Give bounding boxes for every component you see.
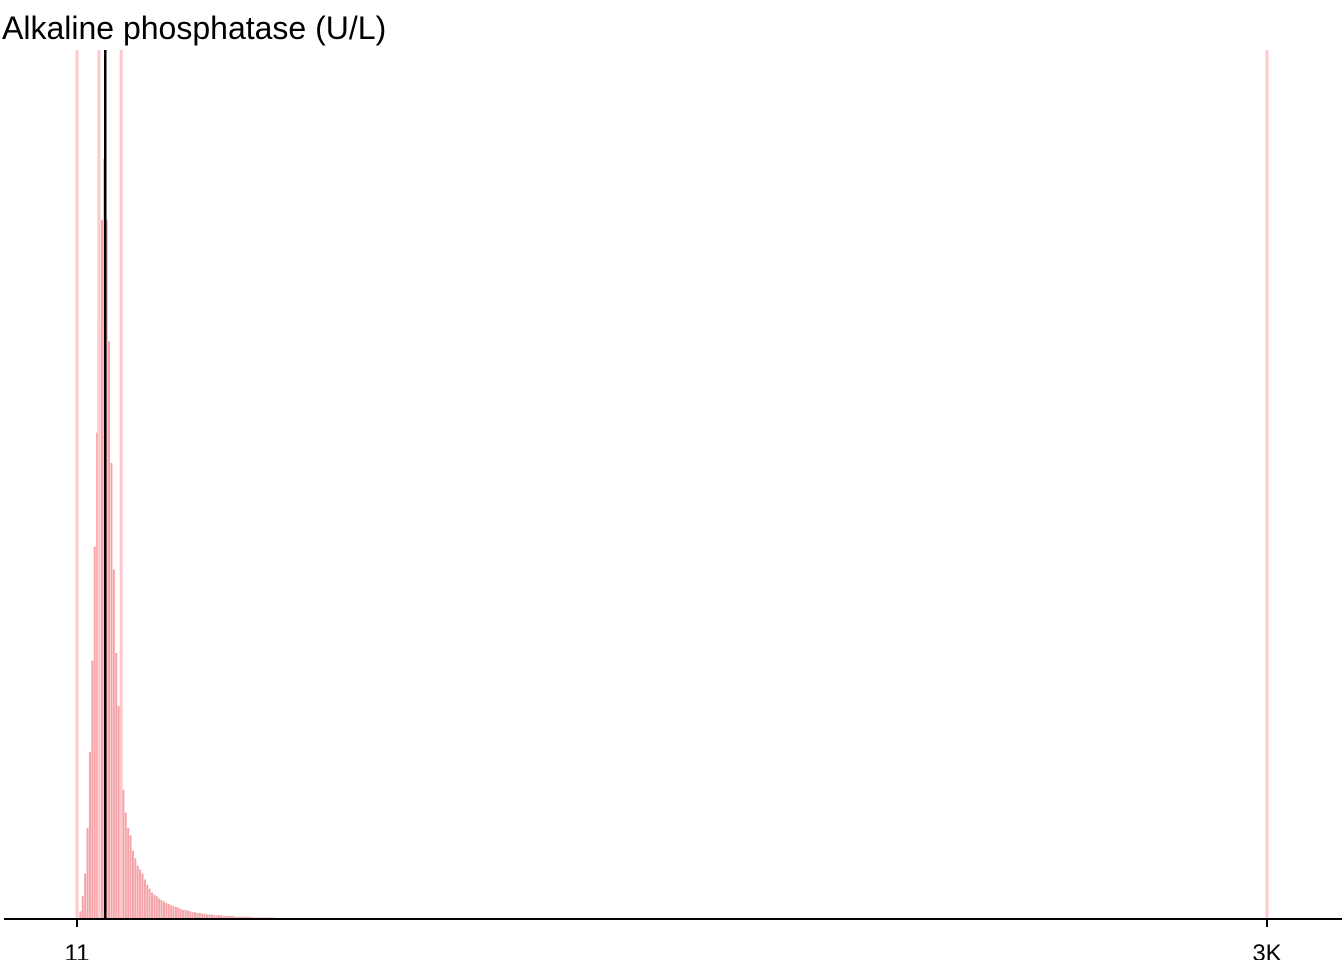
histogram-bar (234, 916, 237, 919)
chart-title: Alkaline phosphatase (U/L) (2, 10, 387, 46)
histogram-bar (170, 905, 173, 919)
histogram-bar (136, 865, 139, 919)
histogram-bar (134, 858, 137, 919)
histogram-bar (91, 660, 94, 919)
x-axis-ticks: 11 3K (65, 919, 1282, 960)
histogram-bar (100, 219, 103, 920)
histogram-bar (139, 869, 142, 919)
histogram-bar (143, 879, 146, 919)
histogram-bar (179, 909, 182, 919)
histogram-bar (88, 751, 91, 919)
histogram-bar (110, 463, 113, 919)
histogram-bar (165, 903, 168, 919)
histogram-bar (177, 907, 180, 919)
histogram-bar (160, 900, 163, 919)
histogram-bar (198, 912, 201, 919)
histogram-bar (215, 915, 218, 919)
histogram-bar (184, 909, 187, 919)
histogram-bar (105, 219, 108, 920)
x-tick-label: 3K (1252, 940, 1281, 960)
histogram-bar (194, 912, 197, 919)
histogram-bar (158, 898, 161, 919)
histogram-bar (191, 912, 194, 919)
histogram-bar (127, 827, 130, 919)
histogram-bar (244, 916, 247, 919)
histogram-bar (115, 653, 118, 919)
x-tick-label: 11 (65, 940, 90, 960)
histogram-bars (79, 159, 316, 920)
histogram-bar (210, 914, 213, 919)
histogram-bar (203, 913, 206, 919)
histogram-bar (225, 915, 228, 919)
histogram-bar (151, 892, 154, 919)
histogram-bar (172, 906, 175, 919)
histogram-bar (182, 909, 185, 919)
histogram-bar (239, 916, 242, 919)
histogram-bar (129, 835, 132, 919)
histogram-bar (222, 915, 225, 919)
histogram-bar (208, 914, 211, 919)
histogram-bar (122, 789, 125, 919)
histogram-bar (163, 901, 165, 919)
histogram-bar (186, 910, 189, 919)
histogram-bar (189, 911, 192, 919)
histogram-bar (93, 546, 96, 919)
histogram-bar (79, 911, 82, 919)
histogram-bar (112, 569, 115, 919)
histogram-bar (146, 884, 149, 919)
histogram-bar (201, 913, 204, 919)
histogram-bar (213, 915, 216, 919)
histogram-bar (167, 903, 170, 919)
histogram-bar (229, 915, 232, 919)
histogram-bar (220, 915, 223, 919)
histogram-bar (131, 850, 134, 919)
histogram-bar (174, 906, 177, 919)
histogram-bar (148, 888, 151, 919)
histogram-bar (196, 912, 199, 919)
histogram-bar (205, 914, 208, 919)
histogram-bar (86, 827, 89, 919)
histogram-bar (124, 812, 127, 919)
histogram-bar (232, 915, 235, 919)
histogram-bar (237, 916, 240, 919)
histogram-bar (96, 432, 99, 919)
histogram-bar (84, 873, 87, 919)
histogram-bar (141, 873, 144, 919)
histogram-bar (227, 915, 230, 919)
histogram-bar (217, 915, 220, 919)
histogram-bar (108, 341, 111, 919)
histogram-bar (246, 916, 249, 919)
histogram-bar (155, 896, 158, 919)
histogram-bar (117, 706, 120, 919)
reference-lines (75, 50, 1269, 919)
histogram-bar (81, 896, 84, 919)
histogram-bar (153, 894, 156, 919)
histogram-bar (248, 916, 251, 919)
histogram-bar (241, 916, 244, 919)
